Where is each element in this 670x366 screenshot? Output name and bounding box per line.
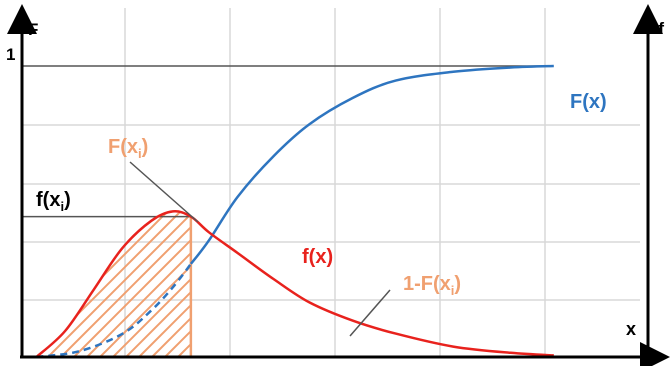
pdf-series-label: f(x) bbox=[302, 246, 333, 268]
survival-leader-line bbox=[349, 289, 391, 337]
x-axis-label: x bbox=[626, 319, 636, 339]
cdf-series-label: F(x) bbox=[570, 91, 607, 113]
F-xi-leader-line bbox=[129, 161, 199, 223]
y-axis-right-label: f bbox=[658, 19, 664, 38]
pdf-curve bbox=[35, 210, 554, 358]
cdf-curve bbox=[189, 64, 554, 265]
cdf-curve-dashed bbox=[36, 263, 192, 359]
hatched-area-F-xi bbox=[36, 211, 191, 357]
y-tick-one: 1 bbox=[6, 45, 15, 64]
survival-annotation: 1-F(xi) bbox=[403, 273, 461, 298]
y-axis-left-label: F bbox=[28, 20, 38, 39]
f-xi-annotation: f(xi) bbox=[36, 189, 71, 214]
F-xi-annotation: F(xi) bbox=[108, 136, 148, 161]
